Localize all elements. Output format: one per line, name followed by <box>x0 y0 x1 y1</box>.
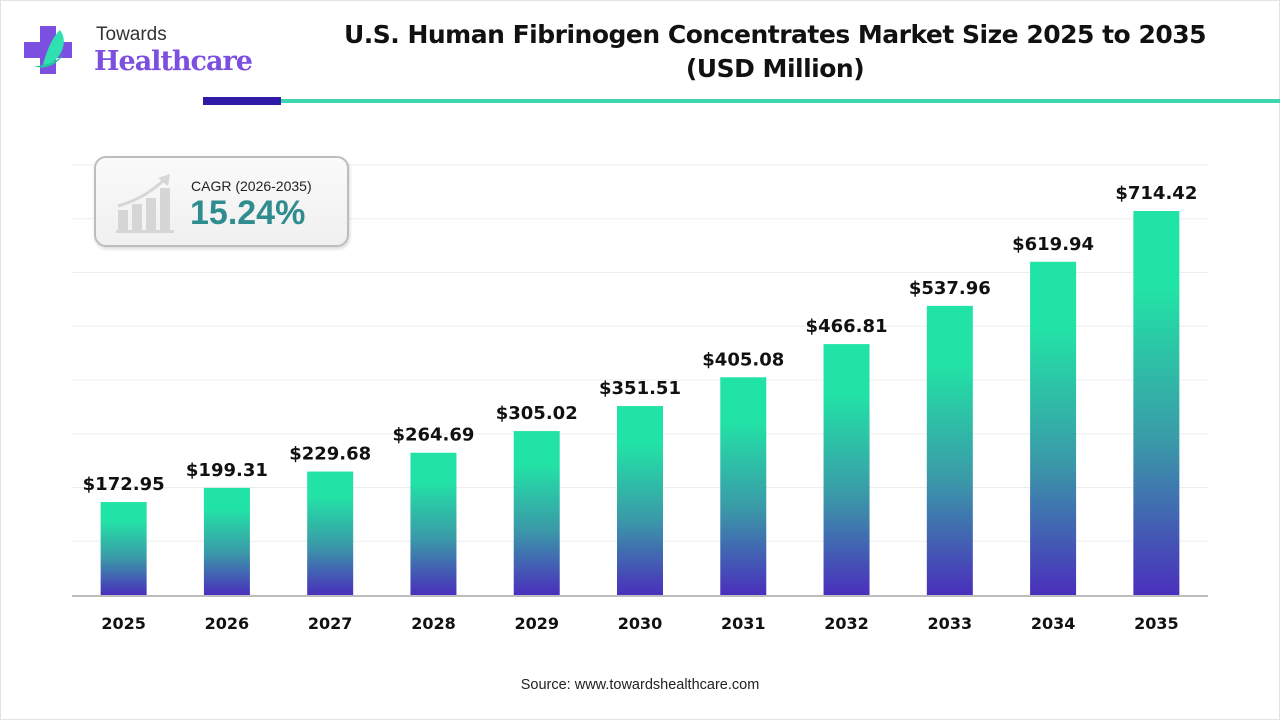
x-tick-label: 2034 <box>1031 614 1076 633</box>
source-note: Source: www.towardshealthcare.com <box>520 677 760 693</box>
brand-line2: Healthcare <box>94 46 253 77</box>
x-tick-label: 2031 <box>721 614 766 633</box>
bar-2031 <box>720 377 767 595</box>
brand-line1: Towards <box>96 24 167 45</box>
x-tick-label: 2025 <box>101 614 146 633</box>
data-label: $199.31 <box>186 460 268 481</box>
bar-2029 <box>513 431 560 595</box>
data-label: $172.95 <box>83 474 165 495</box>
x-tick-label: 2027 <box>308 614 353 633</box>
title-line2: (USD Million) <box>685 54 865 83</box>
title-rule-teal <box>281 99 1280 103</box>
x-tick-label: 2033 <box>928 614 973 633</box>
data-label: $264.69 <box>392 425 474 446</box>
bar-2026 <box>203 487 250 595</box>
data-label: $305.02 <box>496 403 578 424</box>
data-label: $351.51 <box>599 378 681 399</box>
data-label: $405.08 <box>702 349 784 370</box>
bar-2025 <box>100 502 147 595</box>
bar-2027 <box>307 471 354 595</box>
medical-cross-leaf-icon <box>24 26 72 74</box>
x-tick-label: 2028 <box>411 614 456 633</box>
brand-logo: Towards Healthcare <box>20 22 253 84</box>
bar-2033 <box>926 305 973 595</box>
x-tick-label: 2030 <box>618 614 663 633</box>
bar-2035 <box>1133 210 1180 595</box>
x-tick-label: 2032 <box>824 614 869 633</box>
cagr-box: CAGR (2026-2035) 15.24% <box>94 156 349 247</box>
data-label: $714.42 <box>1115 183 1197 204</box>
x-tick-label: 2035 <box>1134 614 1179 633</box>
data-label: $466.81 <box>806 316 888 337</box>
growth-chart-icon <box>116 174 174 233</box>
data-label: $619.94 <box>1012 234 1094 255</box>
cagr-value: 15.24% <box>190 194 306 232</box>
title-rule-dark <box>203 97 281 105</box>
data-label: $229.68 <box>289 444 371 465</box>
chart-title: U.S. Human Fibrinogen Concentrates Marke… <box>280 18 1270 86</box>
data-label: $537.96 <box>909 278 991 299</box>
x-tick-label: 2029 <box>514 614 559 633</box>
x-tick-label: 2026 <box>205 614 250 633</box>
bar-2028 <box>410 452 457 595</box>
bar-2030 <box>617 406 663 595</box>
bar-2034 <box>1030 261 1077 595</box>
title-line1: U.S. Human Fibrinogen Concentrates Marke… <box>343 20 1207 49</box>
cagr-label: CAGR (2026-2035) <box>191 178 312 194</box>
bar-2032 <box>823 344 870 595</box>
